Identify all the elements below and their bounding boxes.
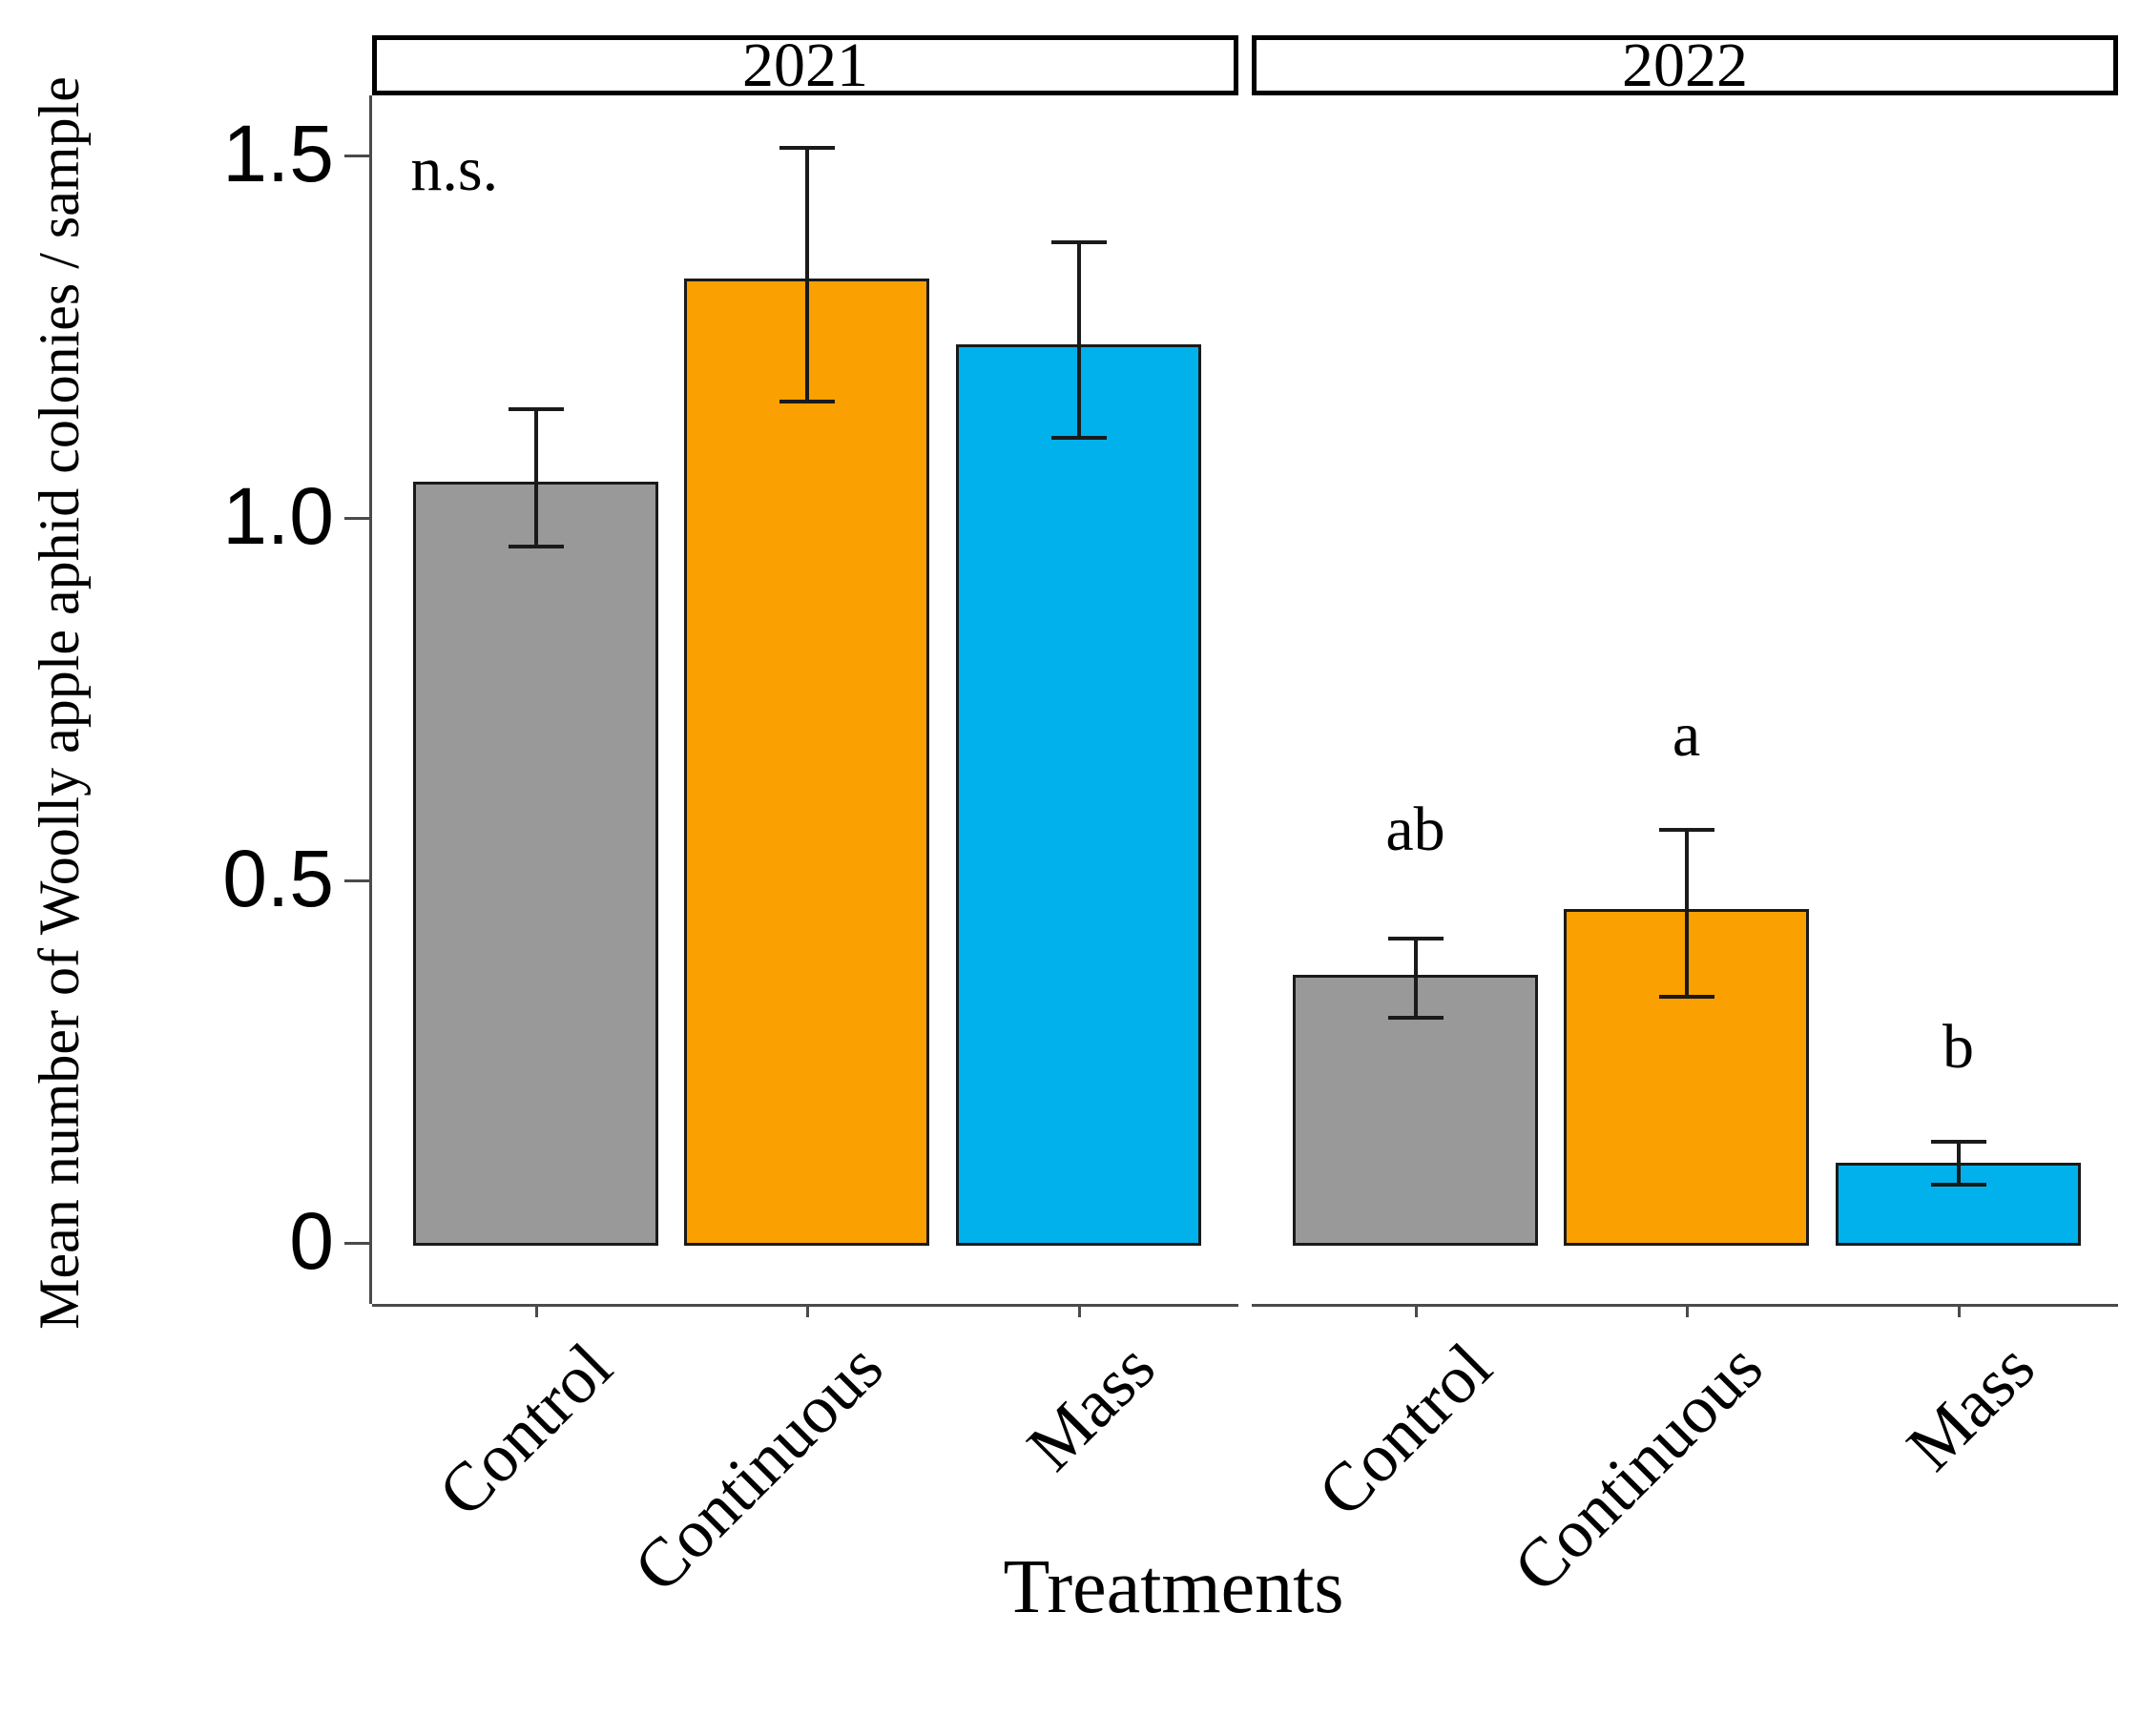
y-tick-label: 0.5 <box>222 834 334 923</box>
error-bar-cap-top <box>1658 827 1714 832</box>
facet-strip: 2021 <box>372 31 1238 100</box>
error-bar-cap-top <box>779 146 835 151</box>
x-axis-line <box>1252 1304 2118 1307</box>
error-bar-stem <box>533 409 538 548</box>
error-bar-cap-top <box>1050 240 1107 245</box>
error-bar-stem <box>1413 938 1418 1019</box>
bar <box>413 482 658 1246</box>
error-bar-cap-bottom <box>1930 1183 1986 1188</box>
facet-strip-label: 2021 <box>742 30 868 100</box>
bar <box>956 343 1201 1246</box>
y-tick-label: 1.5 <box>222 109 334 198</box>
bar <box>684 279 929 1246</box>
error-bar-stem <box>804 148 809 403</box>
facet-strip-label: 2022 <box>1622 30 1748 100</box>
error-bar-cap-bottom <box>1658 994 1714 999</box>
error-bar-cap-top <box>508 407 564 411</box>
x-axis-tick <box>534 1304 538 1317</box>
y-axis-tick <box>344 155 369 157</box>
facet-strip: 2022 <box>1252 31 2118 100</box>
x-axis-tick <box>1685 1304 1689 1317</box>
x-axis-tick <box>805 1304 809 1317</box>
y-axis-tick <box>344 879 369 882</box>
error-bar-cap-top <box>1387 936 1444 940</box>
error-bar-stem <box>1956 1141 1961 1186</box>
error-bar-cap-bottom <box>779 400 835 404</box>
x-axis-tick <box>1077 1304 1081 1317</box>
x-axis-line <box>372 1304 1238 1307</box>
significance-letter: b <box>1943 1011 1974 1082</box>
significance-letter: a <box>1672 700 1701 770</box>
y-axis-tick <box>344 1242 369 1245</box>
x-axis-title: Treatments <box>1003 1545 1344 1629</box>
error-bar-cap-bottom <box>1050 436 1107 441</box>
x-axis-tick <box>1414 1304 1418 1317</box>
error-bar-cap-bottom <box>1387 1016 1444 1021</box>
y-axis-tick <box>344 517 369 520</box>
error-bar-stem <box>1076 242 1081 439</box>
y-axis-line <box>369 95 372 1304</box>
x-axis-tick <box>1957 1304 1961 1317</box>
y-tick-label: 1.0 <box>222 471 334 561</box>
panel-annotation: n.s. <box>410 134 499 205</box>
y-tick-label: 0 <box>289 1196 334 1286</box>
error-bar-stem <box>1684 829 1689 997</box>
error-bar-cap-bottom <box>508 545 564 549</box>
significance-letter: ab <box>1385 794 1445 864</box>
error-bar-cap-top <box>1930 1139 1986 1144</box>
